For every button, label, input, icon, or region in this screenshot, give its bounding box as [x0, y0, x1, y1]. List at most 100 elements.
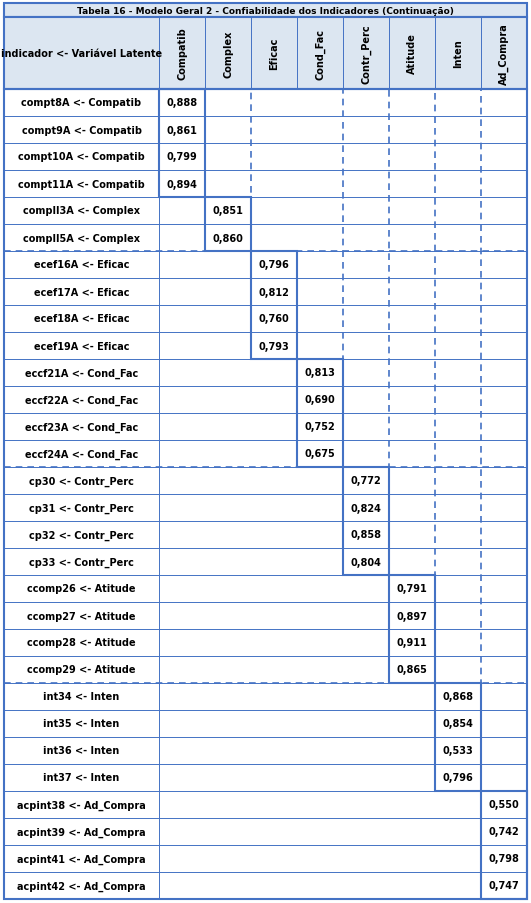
Text: 0,897: 0,897: [397, 610, 427, 621]
Text: 0,865: 0,865: [397, 665, 427, 675]
Text: 0,804: 0,804: [350, 557, 381, 567]
Text: cp31 <- Contr_Perc: cp31 <- Contr_Perc: [29, 503, 134, 513]
Text: int34 <- Inten: int34 <- Inten: [44, 692, 119, 702]
Bar: [4, 279, 527, 305]
Text: ecef17A <- Eficac: ecef17A <- Eficac: [34, 287, 129, 297]
Text: 0,747: 0,747: [489, 880, 519, 890]
Text: acpint42 <- Ad_Compra: acpint42 <- Ad_Compra: [17, 880, 146, 890]
Text: 0,796: 0,796: [259, 260, 289, 270]
Text: Compatib: Compatib: [177, 28, 187, 80]
Text: cp30 <- Contr_Perc: cp30 <- Contr_Perc: [29, 476, 134, 486]
Text: 0,851: 0,851: [212, 206, 243, 216]
Text: ecef19A <- Eficac: ecef19A <- Eficac: [34, 341, 129, 351]
Bar: [4, 90, 527, 899]
Bar: [4, 548, 527, 575]
Bar: [4, 4, 527, 18]
Text: 0,813: 0,813: [305, 368, 336, 378]
Bar: [4, 737, 527, 764]
Bar: [4, 468, 527, 495]
Text: compt11A <- Compatib: compt11A <- Compatib: [18, 180, 145, 190]
Text: 0,675: 0,675: [305, 449, 336, 459]
Text: eccf23A <- Cond_Fac: eccf23A <- Cond_Fac: [25, 422, 138, 433]
Text: compt9A <- Compatib: compt9A <- Compatib: [21, 126, 141, 135]
Text: eccf24A <- Cond_Fac: eccf24A <- Cond_Fac: [25, 449, 138, 459]
Bar: [4, 18, 527, 90]
Bar: [4, 575, 527, 602]
Bar: [4, 441, 527, 468]
Text: eccf21A <- Cond_Fac: eccf21A <- Cond_Fac: [25, 368, 138, 378]
Bar: [4, 764, 527, 791]
Text: int37 <- Inten: int37 <- Inten: [44, 773, 119, 783]
Bar: [4, 872, 527, 899]
Bar: [159, 90, 205, 198]
Text: 0,690: 0,690: [305, 396, 336, 405]
Bar: [4, 791, 527, 818]
Text: int36 <- Inten: int36 <- Inten: [44, 746, 119, 756]
Text: compt10A <- Compatib: compt10A <- Compatib: [18, 153, 145, 163]
Text: cp33 <- Contr_Perc: cp33 <- Contr_Perc: [29, 557, 134, 567]
Bar: [4, 656, 527, 684]
Bar: [435, 684, 481, 791]
Text: 0,868: 0,868: [442, 692, 474, 702]
Bar: [4, 414, 527, 441]
Text: Tabela 16 - Modelo Geral 2 - Confiabilidade dos Indicadores (Continuação): Tabela 16 - Modelo Geral 2 - Confiabilid…: [77, 6, 454, 15]
Text: 0,772: 0,772: [350, 476, 381, 486]
Text: eccf22A <- Cond_Fac: eccf22A <- Cond_Fac: [25, 395, 138, 405]
Text: 0,791: 0,791: [397, 584, 427, 594]
Bar: [4, 684, 527, 711]
Bar: [4, 521, 527, 548]
Bar: [4, 845, 527, 872]
Text: 0,860: 0,860: [212, 233, 243, 243]
Text: ccomp27 <- Atitude: ccomp27 <- Atitude: [27, 610, 136, 621]
Text: 0,861: 0,861: [167, 126, 198, 135]
Bar: [251, 252, 297, 359]
Text: 0,799: 0,799: [167, 153, 198, 163]
Bar: [4, 225, 527, 252]
Bar: [481, 791, 527, 899]
Bar: [4, 144, 527, 171]
Text: 0,793: 0,793: [259, 341, 289, 351]
Text: Inten: Inten: [453, 40, 463, 69]
Text: compll3A <- Complex: compll3A <- Complex: [23, 206, 140, 216]
Text: ccomp29 <- Atitude: ccomp29 <- Atitude: [27, 665, 136, 675]
Text: 0,760: 0,760: [259, 314, 289, 324]
Text: 0,812: 0,812: [259, 287, 289, 297]
Bar: [4, 359, 527, 386]
Text: 0,550: 0,550: [489, 800, 519, 810]
Text: 0,742: 0,742: [489, 826, 519, 836]
Text: acpint39 <- Ad_Compra: acpint39 <- Ad_Compra: [17, 826, 146, 837]
Text: 0,796: 0,796: [443, 773, 473, 783]
Bar: [4, 198, 527, 225]
Text: compll5A <- Complex: compll5A <- Complex: [23, 233, 140, 243]
Text: 0,894: 0,894: [167, 180, 198, 190]
Bar: [4, 252, 527, 279]
Bar: [4, 711, 527, 737]
Text: Eficac: Eficac: [269, 38, 279, 70]
Bar: [4, 495, 527, 521]
Text: acpint38 <- Ad_Compra: acpint38 <- Ad_Compra: [17, 799, 146, 810]
Bar: [4, 332, 527, 359]
Text: cp32 <- Contr_Perc: cp32 <- Contr_Perc: [29, 530, 134, 540]
Text: 0,888: 0,888: [166, 98, 198, 108]
Text: indicador <- Variável Latente: indicador <- Variável Latente: [1, 49, 162, 59]
Text: ecef16A <- Eficac: ecef16A <- Eficac: [34, 260, 129, 270]
Text: int35 <- Inten: int35 <- Inten: [44, 719, 119, 729]
Bar: [4, 116, 527, 144]
Bar: [389, 575, 435, 684]
Text: 0,798: 0,798: [489, 853, 519, 863]
Bar: [343, 468, 389, 575]
Text: Contr_Perc: Contr_Perc: [361, 24, 371, 84]
Bar: [205, 198, 251, 252]
Text: acpint41 <- Ad_Compra: acpint41 <- Ad_Compra: [17, 853, 146, 863]
Text: ecef18A <- Eficac: ecef18A <- Eficac: [33, 314, 130, 324]
Text: 0,854: 0,854: [442, 719, 474, 729]
Text: compt8A <- Compatib: compt8A <- Compatib: [21, 98, 142, 108]
Text: Complex: Complex: [223, 31, 233, 78]
Bar: [4, 171, 527, 198]
Bar: [4, 602, 527, 629]
Text: ccomp26 <- Atitude: ccomp26 <- Atitude: [27, 584, 136, 594]
Text: Atitude: Atitude: [407, 33, 417, 74]
Text: 0,824: 0,824: [350, 503, 381, 513]
Text: 0,752: 0,752: [305, 422, 336, 432]
Bar: [4, 386, 527, 414]
